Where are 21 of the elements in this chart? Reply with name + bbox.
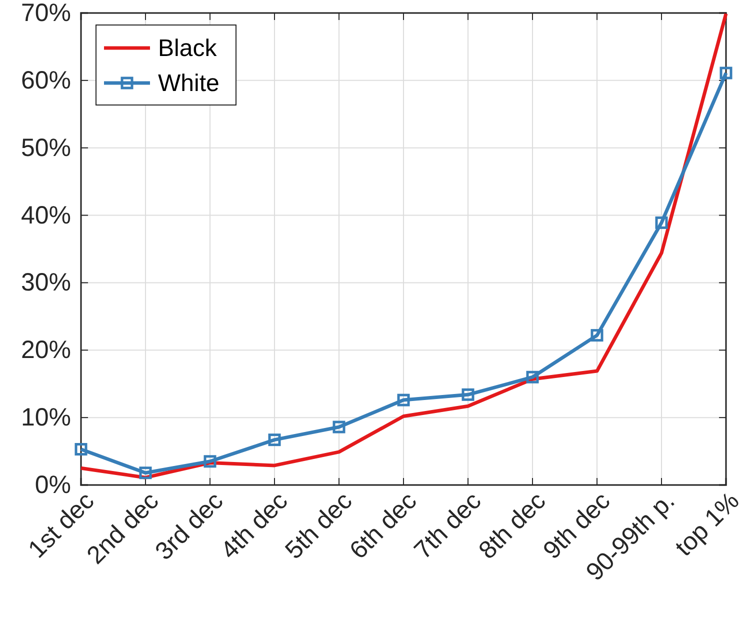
point [655,216,668,229]
point [462,388,474,401]
y-tick-label: 60% [20,66,71,94]
point [720,66,732,80]
y-tick-label: 0% [34,471,71,499]
y-tick-label: 50% [20,134,71,162]
y-tick-label: 10% [20,404,71,432]
legend-label: White [158,70,220,97]
y-tick-label: 30% [20,268,71,297]
point [204,455,216,468]
point [332,420,346,434]
legend-label: Black [158,35,218,62]
point [397,394,410,406]
point [74,443,88,456]
point [590,329,604,342]
point [526,370,539,384]
point [268,434,281,446]
point [139,466,152,480]
y-tick-label: 40% [20,201,71,230]
y-tick-label: 20% [20,336,71,364]
y-tick-label: 70% [20,0,71,27]
